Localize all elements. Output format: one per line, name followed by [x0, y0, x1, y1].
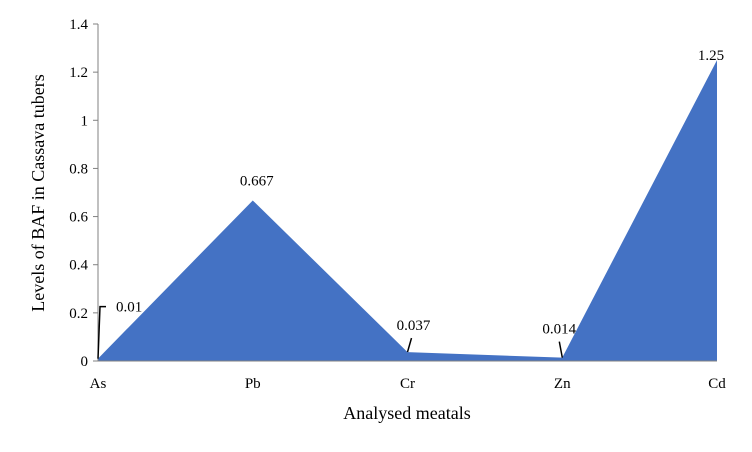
x-tick-label: Zn	[554, 376, 571, 392]
y-tick-label: 1.4	[69, 17, 88, 33]
leader-line	[406, 337, 413, 353]
area-series	[98, 60, 717, 362]
data-label: 0.014	[542, 322, 576, 338]
data-labels: 0.01 0.667 0.037 0.014 1.25	[97, 48, 724, 359]
y-tick-label: 0.4	[69, 258, 88, 274]
y-tick-label: 1	[81, 113, 89, 129]
y-tick-label: 0.2	[69, 306, 88, 322]
data-label: 0.01	[116, 300, 142, 316]
y-tick-label: 0.6	[69, 210, 88, 226]
leader-line	[558, 341, 564, 358]
leader-line	[97, 305, 106, 359]
x-axis: As Pb Cr Zn Cd	[90, 360, 726, 392]
data-label: 0.667	[240, 173, 274, 189]
x-tick-label: Pb	[245, 376, 261, 392]
y-tick-label: 0.8	[69, 161, 88, 177]
y-axis-title: Levels of BAF in Cassava tubers	[28, 74, 48, 311]
x-tick-label: Cr	[400, 376, 415, 392]
y-axis: 0 0.2 0.4 0.6 0.8 1 1.2 1.4	[69, 17, 99, 370]
y-tick-label: 1.2	[69, 65, 88, 81]
x-tick-label: As	[90, 376, 107, 392]
y-tick-label: 0	[81, 354, 89, 370]
data-label: 0.037	[397, 318, 431, 334]
x-axis-title: Analysed meatals	[343, 403, 470, 423]
plot-area	[98, 60, 717, 362]
data-label: 1.25	[698, 48, 724, 64]
x-tick-label: Cd	[708, 376, 726, 392]
